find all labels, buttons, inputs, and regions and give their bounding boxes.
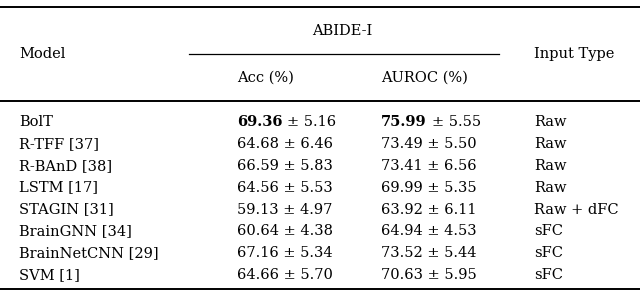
Text: STAGIN [31]: STAGIN [31] — [19, 203, 114, 216]
Text: sFC: sFC — [534, 268, 563, 282]
Text: 64.94 ± 4.53: 64.94 ± 4.53 — [381, 225, 476, 238]
Text: 60.64 ± 4.38: 60.64 ± 4.38 — [237, 225, 333, 238]
Text: Input Type: Input Type — [534, 47, 615, 61]
Text: R-TFF [37]: R-TFF [37] — [19, 137, 99, 151]
Text: sFC: sFC — [534, 246, 563, 260]
Text: 70.63 ± 5.95: 70.63 ± 5.95 — [381, 268, 477, 282]
Text: SVM [1]: SVM [1] — [19, 268, 80, 282]
Text: 73.41 ± 6.56: 73.41 ± 6.56 — [381, 159, 476, 173]
Text: 69.99 ± 5.35: 69.99 ± 5.35 — [381, 181, 476, 194]
Text: BrainGNN [34]: BrainGNN [34] — [19, 225, 132, 238]
Text: Raw: Raw — [534, 115, 567, 129]
Text: Raw + dFC: Raw + dFC — [534, 203, 619, 216]
Text: 64.68 ± 6.46: 64.68 ± 6.46 — [237, 137, 333, 151]
Text: ABIDE-I: ABIDE-I — [312, 24, 372, 38]
Text: 73.49 ± 5.50: 73.49 ± 5.50 — [381, 137, 476, 151]
Text: 73.52 ± 5.44: 73.52 ± 5.44 — [381, 246, 476, 260]
Text: sFC: sFC — [534, 225, 563, 238]
Text: Raw: Raw — [534, 181, 567, 194]
Text: LSTM [17]: LSTM [17] — [19, 181, 98, 194]
Text: 64.56 ± 5.53: 64.56 ± 5.53 — [237, 181, 333, 194]
Text: ± 5.55: ± 5.55 — [431, 115, 481, 129]
Text: 75.99: 75.99 — [381, 115, 426, 129]
Text: 69.36: 69.36 — [237, 115, 282, 129]
Text: ± 5.16: ± 5.16 — [287, 115, 337, 129]
Text: AUROC (%): AUROC (%) — [381, 70, 468, 84]
Text: BolT: BolT — [19, 115, 53, 129]
Text: Acc (%): Acc (%) — [237, 70, 294, 84]
Text: 59.13 ± 4.97: 59.13 ± 4.97 — [237, 203, 332, 216]
Text: 66.59 ± 5.83: 66.59 ± 5.83 — [237, 159, 333, 173]
Text: Model: Model — [19, 47, 65, 61]
Text: R-BAnD [38]: R-BAnD [38] — [19, 159, 113, 173]
Text: 64.66 ± 5.70: 64.66 ± 5.70 — [237, 268, 333, 282]
Text: 67.16 ± 5.34: 67.16 ± 5.34 — [237, 246, 332, 260]
Text: BrainNetCNN [29]: BrainNetCNN [29] — [19, 246, 159, 260]
Text: 63.92 ± 6.11: 63.92 ± 6.11 — [381, 203, 476, 216]
Text: Raw: Raw — [534, 137, 567, 151]
Text: Raw: Raw — [534, 159, 567, 173]
